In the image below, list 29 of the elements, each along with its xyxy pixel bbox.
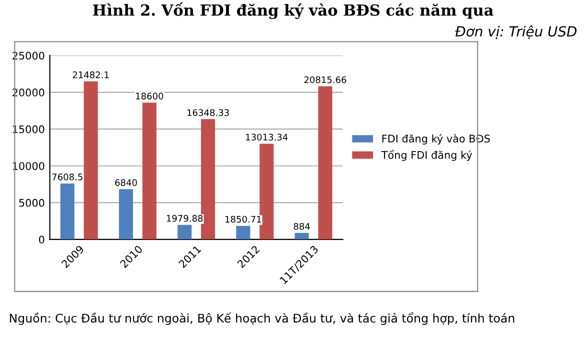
text: Nguồn: Cục Đầu tư nước ngoài, Bộ Kế hoạch và Đầu tư, và tác giả tổng hợp, tính toán (10, 312, 514, 325)
y-tick-label: 15000 (12, 125, 44, 134)
bar (294, 232, 309, 240)
data-label: 16348.33 (187, 109, 229, 116)
data-label: 18600 (136, 92, 164, 100)
bar (201, 119, 216, 240)
y-tick-label: 0 (39, 236, 44, 244)
data-label: 884 (294, 222, 310, 230)
data-label: 7608.5 (52, 173, 82, 180)
y-tick-label: 25000 (12, 52, 44, 60)
chart-title: Hình 2. Vốn FDI đăng ký vào BĐS các năm qua (92, 2, 494, 20)
data-label: 1850.71 (226, 216, 262, 223)
data-label: 1979.88 (166, 214, 203, 222)
y-tick-label: 20000 (12, 88, 44, 96)
bar (236, 226, 250, 240)
bar (142, 102, 156, 240)
data-label: 20815.66 (304, 76, 346, 84)
y-tick-label: 10000 (12, 162, 44, 170)
bar (318, 86, 332, 240)
data-label: 6840 (115, 179, 137, 186)
bar (260, 144, 274, 240)
text: Đơn vị: Triệu USD (455, 25, 577, 39)
data-label: 13013.34 (246, 134, 288, 141)
data-label: 21482.1 (72, 71, 109, 78)
legend-label: Tổng FDI đăng ký (381, 150, 472, 161)
y-tick-label: 5000 (19, 198, 44, 207)
bar (84, 81, 98, 240)
bar (178, 224, 192, 240)
bar (60, 183, 74, 240)
